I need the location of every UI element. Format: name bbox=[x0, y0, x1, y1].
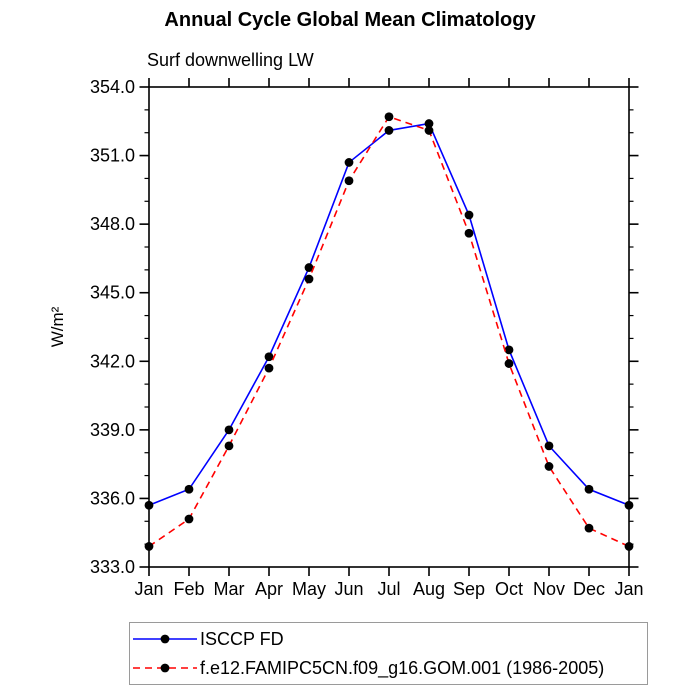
x-tick-label: May bbox=[292, 579, 326, 599]
x-tick-label: Sep bbox=[453, 579, 485, 599]
legend-line-sample bbox=[133, 634, 197, 644]
data-point-marker bbox=[384, 112, 394, 122]
data-point-marker bbox=[144, 500, 154, 510]
legend-label: ISCCP FD bbox=[200, 628, 284, 649]
chart-title: Annual Cycle Global Mean Climatology bbox=[164, 9, 536, 31]
legend-label: f.e12.FAMIPC5CN.f09_g16.GOM.001 (1986-20… bbox=[200, 657, 605, 678]
data-point-marker bbox=[344, 158, 354, 167]
data-point-marker bbox=[584, 523, 594, 533]
y-tick-label: 351.0 bbox=[90, 146, 135, 166]
data-point-marker bbox=[424, 119, 434, 128]
y-tick-label: 342.0 bbox=[90, 351, 135, 371]
data-point-marker bbox=[544, 441, 554, 451]
legend-sample-marker-icon bbox=[160, 663, 170, 673]
data-point-marker bbox=[624, 500, 634, 510]
y-tick-label: 348.0 bbox=[90, 214, 135, 234]
x-tick-label: Mar bbox=[214, 579, 245, 599]
x-tick-label: Nov bbox=[533, 579, 565, 599]
x-tick-label: Apr bbox=[255, 579, 283, 599]
data-point-marker bbox=[224, 425, 234, 435]
data-point-marker bbox=[264, 352, 274, 362]
legend-line-sample bbox=[133, 663, 197, 673]
y-tick-label: 333.0 bbox=[90, 557, 135, 577]
data-point-marker bbox=[504, 345, 514, 355]
x-tick-label: Feb bbox=[173, 579, 204, 599]
data-point-marker bbox=[544, 462, 554, 471]
plot-area: 333.0 336.0 339.0 342.0 345.0 348.0 351.0 354.0… bbox=[90, 77, 644, 599]
data-point-marker bbox=[384, 126, 394, 135]
data-point-marker bbox=[184, 514, 194, 524]
series-line-0 bbox=[148, 122, 630, 507]
plot-frame bbox=[148, 86, 630, 568]
data-point-marker bbox=[264, 363, 274, 373]
x-tick-label: Jan bbox=[614, 579, 643, 599]
data-point-marker bbox=[344, 176, 354, 186]
data-point-marker bbox=[424, 126, 434, 135]
x-tick-label: Jul bbox=[377, 579, 400, 599]
data-point-marker bbox=[624, 542, 634, 551]
y-tick-label: 354.0 bbox=[90, 77, 135, 97]
y-tick-label: 339.0 bbox=[90, 420, 135, 440]
chart-subtitle: Surf downwelling LW bbox=[147, 50, 314, 70]
x-tick-label: Dec bbox=[573, 579, 605, 599]
x-tick-label: Oct bbox=[495, 579, 523, 599]
data-point-marker bbox=[304, 263, 314, 272]
data-point-marker bbox=[584, 484, 594, 494]
legend: ISCCP FD f.e12.FAMIPC5CN.f09_g16.GOM.001 … bbox=[129, 622, 648, 685]
legend-item: ISCCP FD bbox=[132, 625, 647, 654]
data-point-marker bbox=[184, 484, 194, 494]
y-tick-label: 336.0 bbox=[90, 488, 135, 508]
x-tick-label: Jun bbox=[334, 579, 363, 599]
x-tick-label: Jan bbox=[134, 579, 163, 599]
data-point-marker bbox=[144, 542, 154, 551]
data-point-marker bbox=[464, 210, 474, 220]
data-point-marker bbox=[504, 359, 514, 368]
y-tick-label: 345.0 bbox=[90, 283, 135, 303]
data-point-marker bbox=[304, 274, 314, 284]
x-tick-label: Aug bbox=[413, 579, 445, 599]
series-line-1 bbox=[148, 115, 630, 548]
data-point-marker bbox=[464, 228, 474, 238]
legend-sample-marker-icon bbox=[160, 634, 170, 644]
data-point-marker bbox=[224, 441, 234, 451]
legend-item: f.e12.FAMIPC5CN.f09_g16.GOM.001 (1986-20… bbox=[132, 654, 647, 683]
